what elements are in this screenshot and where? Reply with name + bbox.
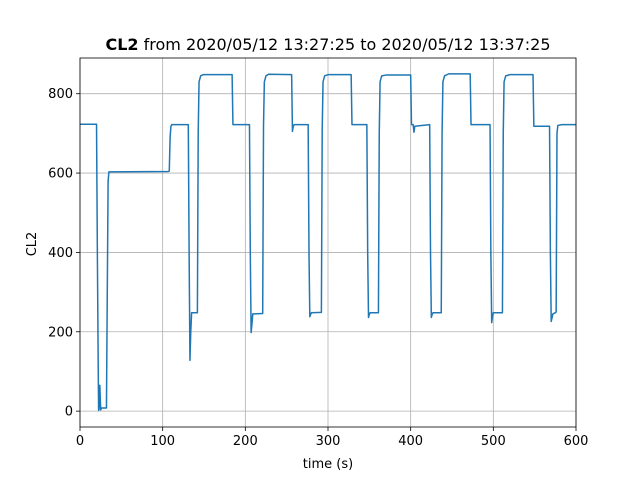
x-tick-label: 300 bbox=[316, 434, 341, 449]
y-tick-label: 400 bbox=[48, 246, 73, 261]
y-tick-label: 200 bbox=[48, 325, 73, 340]
series-line bbox=[80, 73, 576, 412]
x-tick-label: 600 bbox=[564, 434, 589, 449]
y-tick-label: 600 bbox=[48, 167, 73, 182]
chart-title-bold: CL2 bbox=[105, 35, 138, 54]
x-tick-label: 0 bbox=[76, 434, 84, 449]
grid bbox=[79, 58, 577, 427]
chart-title: CL2 from 2020/05/12 13:27:25 to 2020/05/… bbox=[105, 35, 550, 54]
x-tick-label: 200 bbox=[233, 434, 258, 449]
y-axis: 0 200 400 600 800 bbox=[48, 87, 80, 420]
x-tick-label: 400 bbox=[398, 434, 423, 449]
chart-title-rest: from 2020/05/12 13:27:25 to 2020/05/12 1… bbox=[139, 35, 551, 54]
y-axis-label: CL2 bbox=[25, 232, 40, 257]
x-tick-label: 100 bbox=[150, 434, 175, 449]
x-axis-label: time (s) bbox=[303, 457, 353, 472]
y-tick-label: 0 bbox=[65, 405, 73, 420]
x-axis: 0 100 200 300 400 500 600 bbox=[76, 427, 589, 449]
plot-series bbox=[80, 73, 576, 412]
x-tick-label: 500 bbox=[481, 434, 506, 449]
y-tick-label: 800 bbox=[48, 87, 73, 102]
